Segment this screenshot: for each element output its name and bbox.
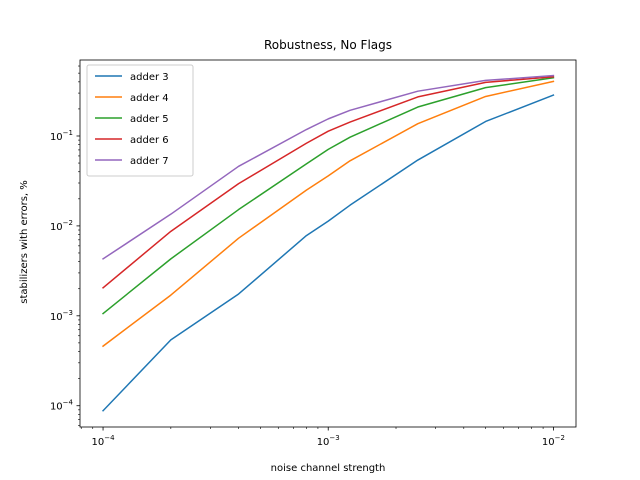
series-line-5: [102, 74, 555, 260]
x-axis: 10−4 10−3 10−2: [80, 427, 565, 448]
legend: adder 3 adder 4 adder 5 adder 6 adder 7: [86, 64, 194, 177]
series-layer: [101, 74, 555, 412]
x-axis-label: noise channel strength: [271, 463, 386, 474]
y-tick-label: 10−3: [50, 309, 73, 323]
y-axis: 10−4 10−3 10−2 10−1: [50, 65, 80, 426]
series-line-1: [101, 94, 555, 412]
x-tick-label: 10−2: [542, 434, 565, 448]
y-tick-label: 10−2: [50, 219, 73, 233]
legend-label: adder 3: [130, 72, 169, 83]
legend-label: adder 4: [130, 93, 169, 104]
y-tick-label: 10−1: [50, 129, 73, 143]
y-tick-label: 10−4: [50, 399, 74, 413]
series-line-2: [101, 80, 555, 348]
y-axis-label: stabilizers with errors, %: [19, 180, 30, 304]
x-tick-label: 10−4: [92, 434, 116, 448]
legend-box: [86, 64, 194, 177]
legend-label: adder 7: [130, 156, 169, 167]
chart-title: Robustness, No Flags: [264, 38, 392, 52]
legend-label: adder 6: [130, 135, 169, 146]
series-line-4: [101, 76, 555, 289]
series-line-3: [101, 76, 555, 315]
x-tick-label: 10−3: [317, 434, 340, 448]
legend-label: adder 5: [130, 114, 169, 125]
